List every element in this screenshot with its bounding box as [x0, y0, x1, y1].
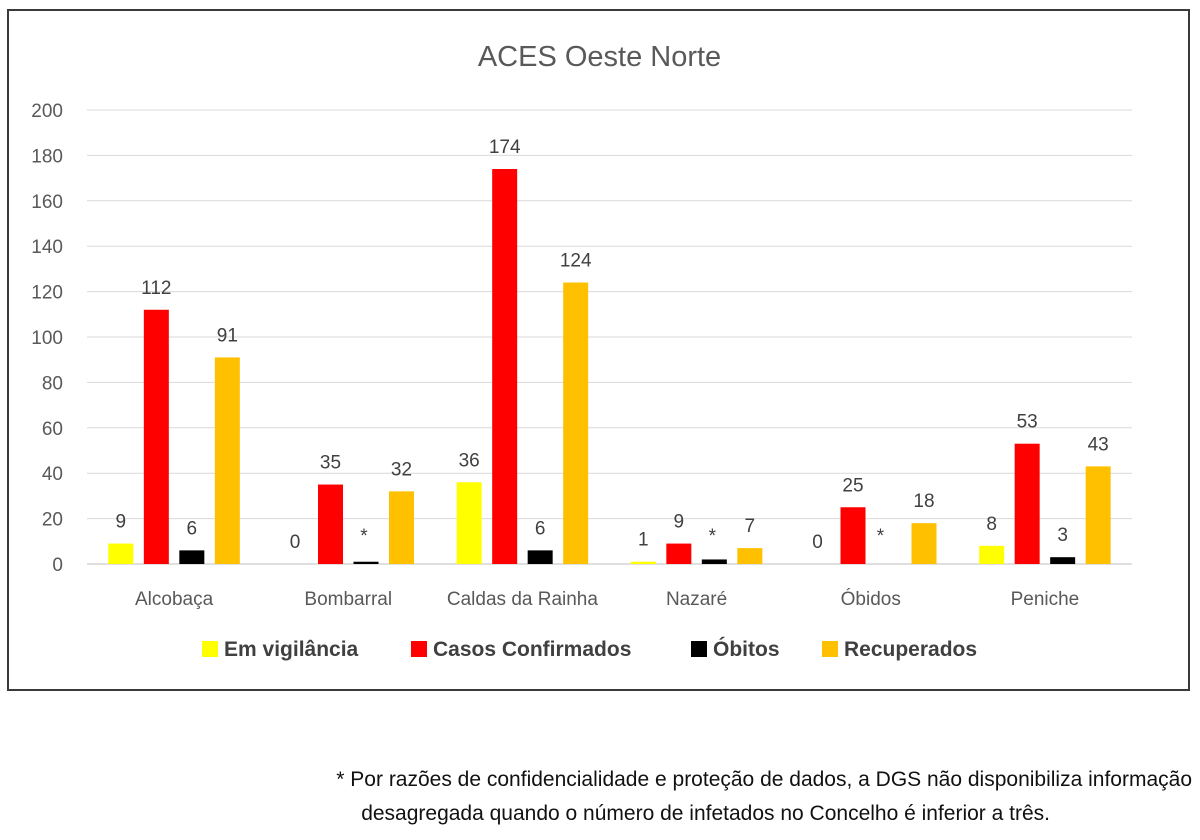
y-tick-label: 200 [31, 101, 63, 122]
data-label: 36 [459, 450, 480, 471]
data-label: 0 [290, 532, 301, 553]
y-tick-label: 0 [52, 555, 63, 576]
data-label: 124 [560, 251, 592, 272]
bar [143, 309, 169, 564]
y-tick-label: 40 [42, 464, 63, 485]
data-label: * [360, 526, 368, 547]
bar-chart: ACES Oeste Norte020406080100120140160180… [31, 41, 1132, 661]
data-label: 0 [812, 532, 823, 553]
bar [1085, 466, 1111, 564]
bar [492, 169, 518, 564]
bar [701, 559, 727, 564]
bar [318, 484, 343, 564]
y-tick-label: 180 [31, 146, 63, 167]
data-label: 18 [913, 491, 934, 512]
bar [179, 550, 205, 564]
x-tick-label: Caldas da Rainha [447, 589, 598, 610]
data-label: 8 [986, 514, 997, 535]
data-label: 53 [1017, 412, 1038, 433]
bar [979, 545, 1005, 564]
footnote-line-1: * Por razões de confidencialidade e prot… [336, 768, 1192, 791]
data-label: 3 [1057, 525, 1068, 546]
y-tick-label: 160 [31, 192, 63, 213]
data-label: 112 [141, 278, 171, 299]
bar [108, 543, 134, 564]
y-tick-label: 80 [42, 373, 63, 394]
data-label: 7 [745, 516, 756, 537]
data-label: 1 [638, 530, 649, 551]
x-tick-label: Peniche [1011, 589, 1080, 610]
legend-swatch [822, 641, 838, 657]
legend-swatch [202, 641, 218, 657]
data-label: 6 [535, 518, 546, 539]
x-tick-label: Nazaré [666, 589, 727, 610]
legend-label: Casos Confirmados [433, 638, 631, 661]
bar [1050, 557, 1076, 564]
legend-swatch [411, 641, 427, 657]
x-tick-label: Alcobaça [135, 589, 214, 610]
bar [666, 543, 692, 564]
bar [1014, 443, 1040, 564]
data-label: 91 [217, 325, 238, 346]
footnote-line-2: desagregada quando o número de infetados… [361, 802, 1050, 825]
data-label: 9 [674, 512, 685, 533]
bar [563, 282, 589, 564]
legend-label: Em vigilância [224, 638, 359, 661]
bar [737, 548, 763, 564]
data-label: 32 [391, 459, 412, 480]
legend-swatch [691, 641, 707, 657]
y-tick-label: 20 [42, 510, 63, 531]
x-tick-label: Bombarral [304, 589, 392, 610]
data-label: 6 [187, 518, 198, 539]
bar [840, 507, 866, 564]
data-label: * [877, 526, 885, 547]
bar [911, 523, 937, 564]
bar [214, 357, 240, 564]
y-tick-label: 100 [31, 328, 63, 349]
x-tick-label: Óbidos [841, 588, 901, 610]
data-label: 35 [320, 453, 341, 474]
y-tick-label: 120 [31, 283, 63, 304]
bar [527, 550, 553, 564]
legend-label: Recuperados [844, 638, 977, 661]
y-tick-label: 140 [31, 237, 63, 258]
bar [630, 561, 656, 564]
data-label: 9 [116, 512, 127, 533]
bar [353, 561, 379, 564]
y-tick-label: 60 [42, 419, 63, 440]
data-label: 25 [842, 475, 863, 496]
chart-title: ACES Oeste Norte [478, 41, 721, 73]
data-label: 174 [489, 137, 521, 158]
legend-label: Óbitos [713, 637, 780, 661]
bar [389, 491, 414, 564]
data-label: * [709, 526, 717, 547]
chart-frame: ACES Oeste Norte 0 20 40 60 80 100 120 140 160 180… [7, 9, 1190, 691]
bar [456, 482, 482, 564]
data-label: 43 [1088, 434, 1109, 455]
